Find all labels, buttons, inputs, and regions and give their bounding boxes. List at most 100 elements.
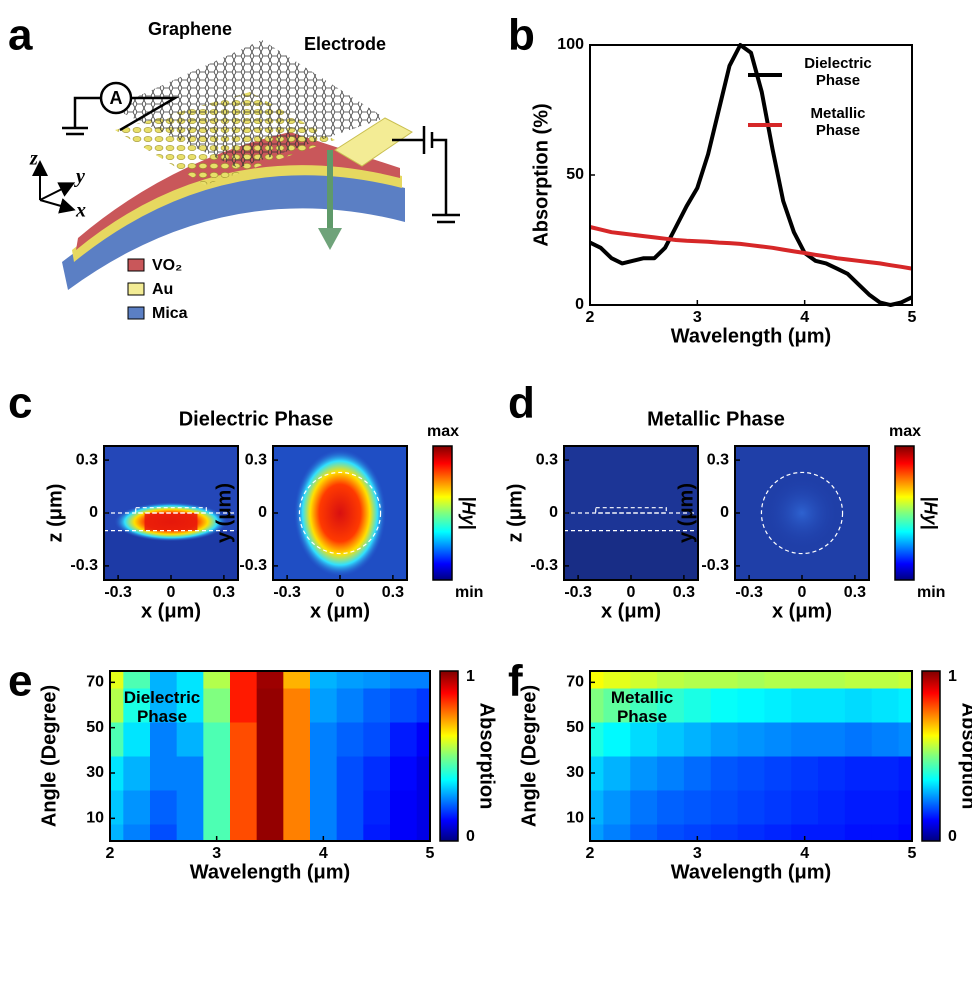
- dashed-outline: [595, 507, 667, 514]
- colorbar-label: Absorption: [958, 703, 972, 810]
- heat-cell: [110, 722, 124, 757]
- heat-cell: [737, 722, 765, 757]
- x-tick-label: 2: [586, 309, 595, 326]
- heat-cell: [764, 824, 792, 842]
- arrow-head: [318, 228, 342, 250]
- heat-cell: [844, 722, 873, 757]
- heat-cell: [603, 722, 631, 757]
- y-axis-label: Angle (Degree): [518, 685, 540, 827]
- x-tick-label: 5: [908, 309, 917, 326]
- y-tick-label: -0.3: [239, 557, 267, 574]
- colorbar-label: |Hy|: [458, 496, 478, 529]
- heat-cell: [256, 671, 284, 689]
- heat-cell: [230, 688, 258, 723]
- schematic: A Graphene Electrode z y x VO₂ Au Mica: [29, 19, 460, 322]
- heat-cell: [657, 790, 685, 825]
- heat-cell: [898, 756, 913, 791]
- heat-cell: [818, 790, 846, 825]
- heat-cell: [256, 824, 284, 842]
- wire: [119, 96, 180, 132]
- heat-cell: [283, 790, 311, 825]
- heat-cell: [898, 688, 913, 723]
- data-line: [589, 225, 913, 271]
- heat-cell: [176, 671, 204, 689]
- y-axis-label: z (μm): [44, 484, 66, 543]
- heat-cell: [871, 790, 900, 825]
- y-axis-label: z (μm): [504, 484, 526, 543]
- x-axis-label: Wavelength (μm): [190, 861, 350, 883]
- heat-cell: [603, 756, 631, 791]
- heat-cell: [310, 722, 338, 757]
- field-map: [273, 446, 407, 580]
- heat-cell: [256, 756, 284, 791]
- x-tick-label: 0.3: [213, 584, 235, 601]
- heat-cell: [256, 688, 284, 723]
- axis-label: y: [74, 166, 85, 188]
- heat-cell: [150, 790, 178, 825]
- heat-cell: [818, 756, 846, 791]
- x-axis-label: Wavelength (μm): [671, 325, 831, 347]
- y-tick-label: 30: [86, 764, 104, 781]
- heat-cell: [630, 671, 658, 689]
- x-tick-label: 3: [693, 845, 702, 862]
- heat-cell: [657, 722, 685, 757]
- heat-cell: [283, 756, 311, 791]
- heat-cell: [390, 722, 418, 757]
- heat-cell: [310, 756, 338, 791]
- field-map: [104, 446, 238, 580]
- heat-cell: [898, 790, 913, 825]
- heat-cell: [871, 824, 900, 842]
- heat-cell: [230, 790, 258, 825]
- y-tick-label: -0.3: [701, 557, 729, 574]
- heat-cell: [791, 688, 819, 723]
- heat-cell: [590, 824, 604, 842]
- heat-cell: [683, 756, 712, 791]
- heat-cell: [123, 722, 151, 757]
- heat-cell: [363, 671, 391, 689]
- heat-cell: [710, 790, 739, 825]
- heat-cell: [590, 790, 604, 825]
- colorbar-label: Absorption: [476, 703, 498, 810]
- heat-cell: [390, 671, 418, 689]
- heat-cell: [203, 824, 231, 842]
- heat-cell: [110, 824, 124, 842]
- heat-cell: [590, 688, 604, 723]
- x-tick-label: 0.3: [844, 584, 866, 601]
- heat-cell: [390, 824, 418, 842]
- heat-cell: [203, 671, 231, 689]
- heat-cell: [150, 824, 178, 842]
- y-axis-label: Absorption (%): [530, 103, 552, 246]
- legend-label: VO₂: [152, 257, 182, 274]
- heat-cell: [176, 824, 204, 842]
- heat-cell: [818, 824, 846, 842]
- colorbar-tick-label: 0: [948, 828, 957, 845]
- heat-cell: [283, 671, 311, 689]
- heat-cell: [150, 722, 178, 757]
- heat-cell: [363, 824, 391, 842]
- y-tick-label: 50: [566, 166, 584, 183]
- heat-cell: [416, 824, 431, 842]
- heat-cell: [898, 824, 913, 842]
- heat-cell: [283, 722, 311, 757]
- heat-cell: [123, 671, 151, 689]
- heat-cell: [818, 688, 846, 723]
- legend-label: Metallic Phase: [810, 105, 866, 139]
- legend-label: Au: [152, 281, 173, 298]
- heat-cell: [416, 790, 431, 825]
- heat-cell: [203, 722, 231, 757]
- heat-cell: [683, 722, 712, 757]
- heat-cell: [737, 824, 765, 842]
- battery: [392, 126, 460, 224]
- y-tick-label: 70: [566, 674, 584, 691]
- colorbar: [432, 445, 453, 581]
- y-tick-label: 0: [89, 504, 98, 521]
- x-tick-label: 0: [167, 584, 176, 601]
- heat-cell: [416, 688, 431, 723]
- y-axis-label: y (μm): [675, 483, 697, 543]
- panel-label: b: [508, 11, 535, 60]
- legend-swatch: [127, 282, 145, 296]
- x-tick-label: 2: [586, 845, 595, 862]
- heat-cell: [256, 722, 284, 757]
- heat-cell: [603, 824, 631, 842]
